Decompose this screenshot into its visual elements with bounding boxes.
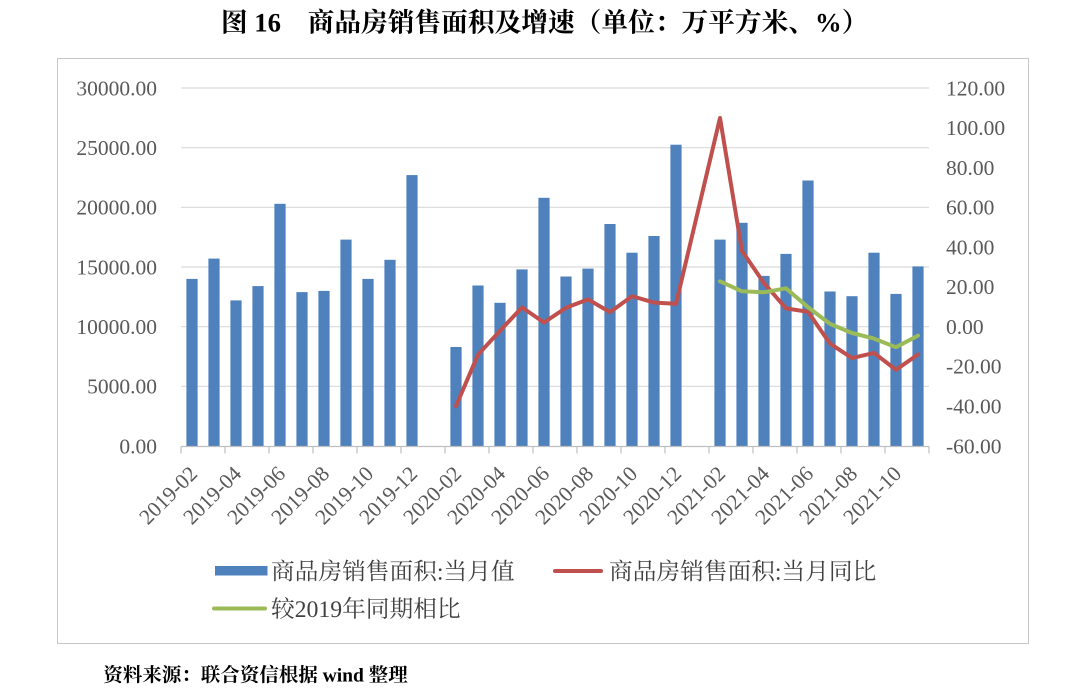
svg-text:100.00: 100.00 (946, 116, 1005, 140)
svg-text:5000.00: 5000.00 (87, 375, 157, 399)
svg-text:0.00: 0.00 (946, 315, 984, 339)
svg-text:0.00: 0.00 (119, 434, 157, 458)
svg-text:25000.00: 25000.00 (76, 136, 157, 160)
svg-text:60.00: 60.00 (946, 196, 994, 220)
svg-text:20000.00: 20000.00 (76, 196, 157, 220)
svg-text:10000.00: 10000.00 (76, 315, 157, 339)
svg-text:-40.00: -40.00 (946, 395, 1002, 419)
svg-text:120.00: 120.00 (946, 76, 1005, 100)
svg-text:30000.00: 30000.00 (76, 76, 157, 100)
svg-text:40.00: 40.00 (946, 235, 994, 259)
svg-text:20.00: 20.00 (946, 275, 994, 299)
svg-text:-60.00: -60.00 (946, 434, 1002, 458)
svg-text:-20.00: -20.00 (946, 355, 1002, 379)
svg-text:15000.00: 15000.00 (76, 255, 157, 279)
svg-text:80.00: 80.00 (946, 156, 994, 180)
